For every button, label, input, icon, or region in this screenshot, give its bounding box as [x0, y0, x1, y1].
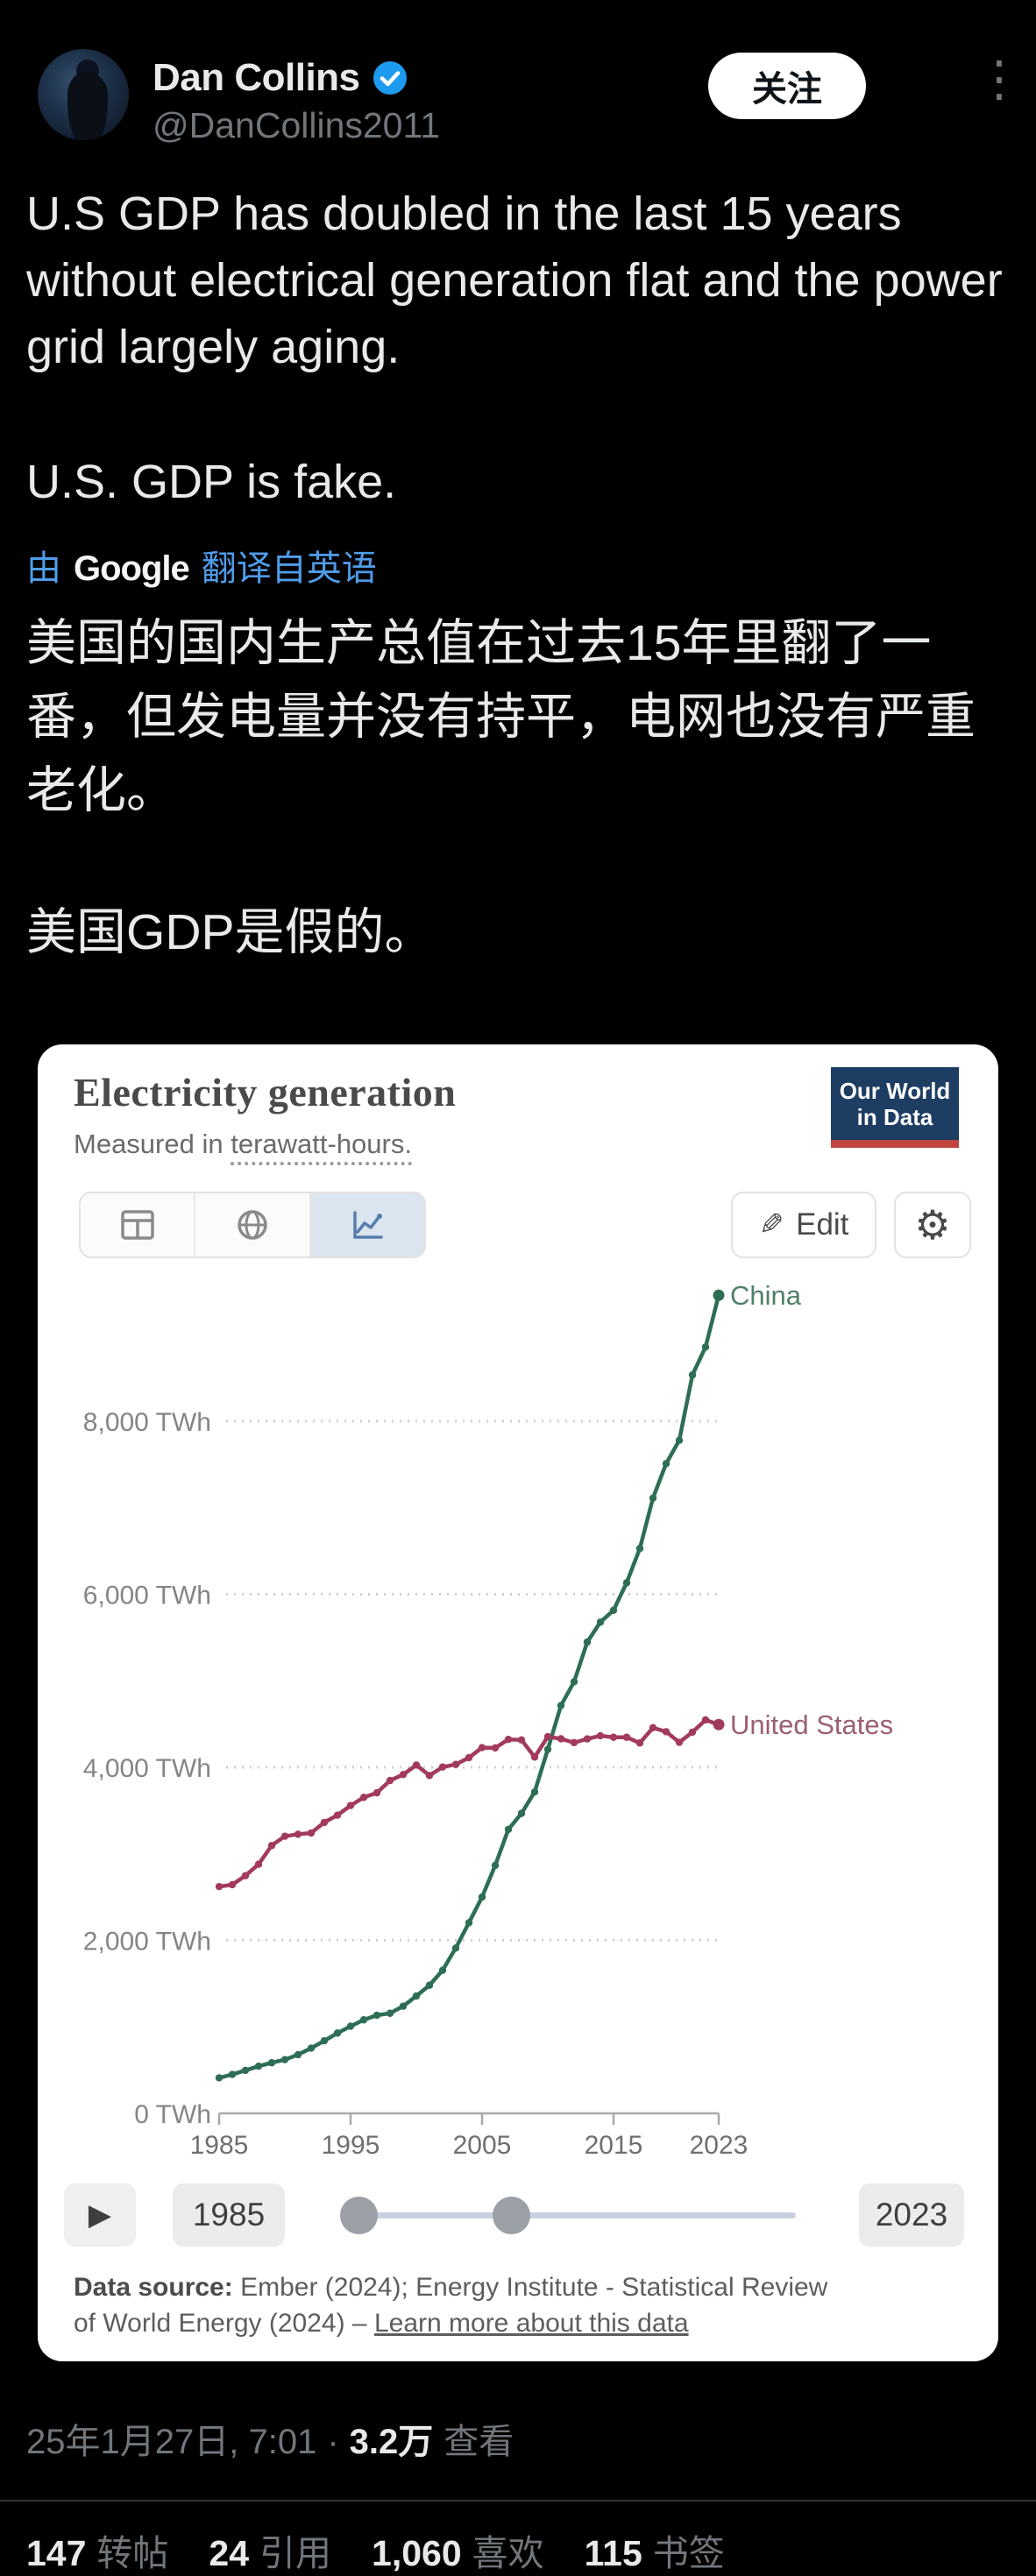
- china-series: [215, 1289, 725, 2082]
- views-label[interactable]: 查看: [443, 2423, 514, 2461]
- united-states-end-label: United States: [730, 1709, 893, 1740]
- edit-button-label: Edit: [796, 1207, 849, 1242]
- chart-title: Electricity generation: [74, 1070, 457, 1115]
- quotes-stat[interactable]: 24 引用: [209, 2523, 331, 2576]
- x-axis-label-1985: 1985: [190, 2131, 249, 2160]
- view-switcher: [79, 1192, 426, 1258]
- chart-subtitle-prefix: Measured in: [74, 1129, 231, 1159]
- verified-badge-icon: [373, 61, 407, 95]
- electricity-generation-chart: 0 TWh 2,000 TWh 4,000 TWh 6,000 TWh 8,000 TW…: [83, 1280, 893, 2160]
- divider: [0, 2500, 1036, 2502]
- y-axis-label-0: 0 TWh: [134, 2100, 211, 2129]
- data-source-text1: Ember (2024); Energy Institute - Statist…: [232, 2273, 828, 2302]
- avatar-figure-body: [67, 72, 108, 140]
- author-handle[interactable]: @DanCollins2011: [153, 105, 441, 145]
- tweet-text-zh-1: 美国的国内生产总值在过去15年里翻了一番，但发电量并没有持平，电网也没有严重老化…: [26, 615, 976, 818]
- engagement-stats-row: 147 转帖 24 引用 1,060 喜欢 115 书签: [26, 2523, 725, 2576]
- timeline-slider[interactable]: [340, 2183, 805, 2247]
- slider-handle-start[interactable]: [340, 2197, 378, 2234]
- y-axis-label-8000: 8,000 TWh: [83, 1408, 211, 1437]
- globe-icon: [238, 1210, 267, 1240]
- translate-prefix: 由: [26, 549, 61, 588]
- more-options-icon[interactable]: ⋮: [975, 51, 1024, 106]
- follow-button[interactable]: 关注: [708, 53, 866, 119]
- timeline-start-year[interactable]: 1985: [173, 2183, 285, 2247]
- owid-logo-line2: in Data: [856, 1103, 933, 1130]
- pencil-icon: ✎: [758, 1208, 784, 1242]
- tab-table-view[interactable]: [81, 1193, 196, 1256]
- chart-toolbar: ✎ Edit ⚙: [38, 1192, 998, 1258]
- x-axis-label-2015: 2015: [585, 2131, 643, 2160]
- owid-logo: Our World in Data: [831, 1067, 959, 1148]
- y-axis-label-6000: 6,000 TWh: [83, 1582, 211, 1610]
- edit-button[interactable]: ✎ Edit: [731, 1192, 876, 1258]
- slider-track[interactable]: [349, 2212, 796, 2219]
- avatar[interactable]: [38, 49, 129, 140]
- google-logo-wordmark: Google: [74, 549, 190, 588]
- y-axis-label-2000: 2,000 TWh: [83, 1928, 211, 1957]
- translate-suffix: 翻译自英语: [201, 549, 377, 588]
- y-axis-label-4000: 4,000 TWh: [83, 1754, 211, 1783]
- chart-card[interactable]: Electricity generation Measured in teraw…: [38, 1044, 998, 2361]
- likes-label: 喜欢: [472, 2533, 544, 2573]
- data-source-label: Data source:: [74, 2273, 233, 2302]
- tab-chart-view[interactable]: [310, 1193, 424, 1256]
- likes-count: 1,060: [372, 2533, 462, 2573]
- tab-map-view[interactable]: [195, 1193, 311, 1256]
- data-source-note: Data source: Ember (2024); Energy Instit…: [74, 2269, 968, 2341]
- play-button[interactable]: ▶: [64, 2183, 136, 2247]
- translation-attribution[interactable]: 由 Google 翻译自英语: [26, 540, 377, 591]
- dot-separator: ·: [327, 2423, 339, 2461]
- bookmarks-count: 115: [584, 2533, 642, 2573]
- x-axis-label-1995: 1995: [322, 2131, 380, 2160]
- owid-logo-line1: Our World: [839, 1077, 951, 1104]
- reposts-stat[interactable]: 147 转帖: [26, 2523, 168, 2576]
- likes-stat[interactable]: 1,060 喜欢: [372, 2523, 544, 2576]
- learn-more-link[interactable]: Learn more about this data: [373, 2309, 689, 2338]
- tweet-text-zh-2: 美国GDP是假的。: [26, 904, 435, 960]
- gear-icon: ⚙: [914, 1202, 951, 1248]
- tweet-text-en-2: U.S. GDP is fake.: [26, 456, 397, 508]
- data-source-text2: of World Energy (2024) –: [74, 2309, 374, 2338]
- table-icon: [120, 1210, 154, 1240]
- tweet-text-en-1: U.S GDP has doubled in the last 15 years…: [26, 188, 1003, 373]
- display-name: Dan Collins: [153, 56, 360, 99]
- china-end-label: China: [730, 1280, 802, 1311]
- chart-subtitle-unit[interactable]: terawatt-hours.: [231, 1129, 412, 1165]
- timeline-end-year[interactable]: 2023: [859, 2183, 964, 2247]
- chart-subtitle: Measured in terawatt-hours.: [74, 1129, 412, 1165]
- bookmarks-label: 书签: [652, 2533, 725, 2573]
- views-count: 3.2万: [349, 2423, 434, 2461]
- post-date: 25年1月27日, 7:01: [26, 2423, 317, 2461]
- reposts-count: 147: [26, 2533, 87, 2573]
- united-states-series: [215, 1716, 725, 1891]
- settings-button[interactable]: ⚙: [894, 1192, 971, 1258]
- play-icon: ▶: [88, 2198, 112, 2232]
- x-axis-label-2023: 2023: [690, 2131, 749, 2160]
- quotes-count: 24: [209, 2533, 250, 2573]
- line-chart-icon: [353, 1211, 384, 1239]
- bookmarks-stat[interactable]: 115 书签: [585, 2523, 725, 2576]
- x-axis-label-2005: 2005: [453, 2131, 512, 2160]
- slider-handle-end[interactable]: [493, 2197, 530, 2234]
- reposts-label: 转帖: [96, 2533, 169, 2573]
- timestamp-row: 25年1月27日, 7:01 · 3.2万 查看: [26, 2413, 514, 2464]
- quotes-label: 引用: [259, 2533, 332, 2573]
- author-name-row[interactable]: Dan Collins: [153, 56, 409, 100]
